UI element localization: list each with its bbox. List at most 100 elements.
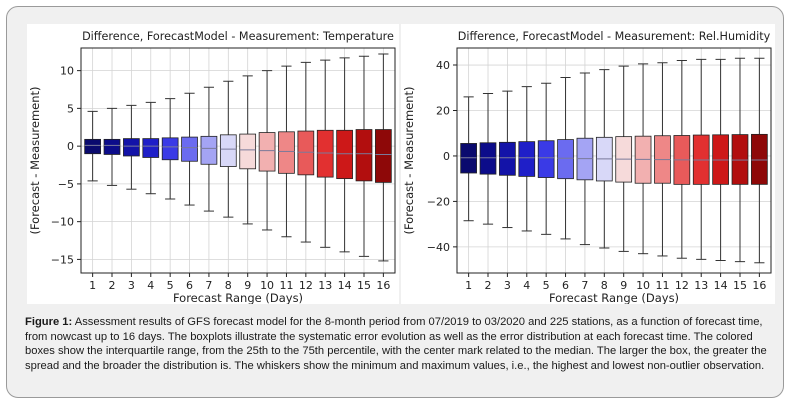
y-tick-label: 10 [60, 65, 74, 78]
x-tick-label: 4 [523, 279, 530, 292]
x-tick-label: 11 [279, 279, 293, 292]
y-tick-label: 40 [436, 59, 450, 72]
iqr-box [181, 136, 198, 162]
x-axis-label: Forecast Range (Days) [549, 291, 679, 304]
box-1 [84, 110, 101, 182]
iqr-box [537, 140, 555, 178]
box-10 [258, 70, 276, 231]
figure-label: Figure 1: [25, 316, 73, 328]
y-tick-label: −20 [427, 195, 450, 208]
x-tick-label: 1 [465, 279, 472, 292]
x-tick-label: 13 [694, 279, 708, 292]
y-tick-label: 20 [436, 105, 450, 118]
x-tick-label: 11 [655, 279, 669, 292]
box-14 [336, 57, 353, 253]
box-7 [200, 86, 218, 212]
x-tick-label: 5 [167, 279, 174, 292]
plot-frame [80, 47, 396, 274]
x-tick-label: 7 [205, 279, 212, 292]
iqr-box [518, 141, 536, 177]
iqr-box [161, 137, 179, 161]
box-8 [219, 80, 237, 218]
box-11 [278, 65, 295, 238]
x-tick-label: 4 [147, 279, 154, 292]
iqr-box [316, 129, 334, 178]
x-tick-label: 12 [299, 279, 313, 292]
iqr-box [375, 129, 392, 183]
box-4 [518, 86, 536, 232]
x-tick-label: 5 [543, 279, 550, 292]
iqr-box [123, 138, 140, 157]
iqr-box [297, 130, 315, 176]
chart-title: Difference, ForecastModel - Measurement:… [458, 30, 771, 43]
box-7 [576, 72, 594, 246]
iqr-box [557, 139, 574, 180]
x-tick-label: 2 [485, 279, 492, 292]
iqr-box [355, 129, 373, 182]
x-tick-label: 14 [714, 279, 728, 292]
box-3 [123, 104, 140, 190]
humidity-boxplot: Difference, ForecastModel - Measurement:… [402, 30, 772, 304]
x-tick-label: 14 [338, 279, 352, 292]
box-15 [355, 55, 373, 257]
iqr-box [278, 131, 295, 174]
y-tick-label: −5 [58, 178, 74, 191]
y-axis-label: (Forecast - Measurement) [28, 86, 42, 234]
figure-caption-text: Assessment results of GFS forecast model… [25, 316, 767, 372]
x-tick-label: 10 [636, 279, 650, 292]
y-tick-label: 0 [443, 150, 450, 163]
x-tick-label: 6 [562, 279, 569, 292]
box-10 [634, 63, 652, 255]
box-16 [375, 53, 392, 262]
x-tick-label: 3 [504, 279, 511, 292]
y-tick-label: 5 [67, 102, 74, 115]
box-12 [673, 60, 691, 259]
x-tick-label: 6 [186, 279, 193, 292]
iqr-box [731, 134, 749, 185]
y-tick-label: −10 [51, 216, 74, 229]
x-tick-label: 8 [601, 279, 608, 292]
y-tick-label: −40 [427, 241, 450, 254]
iqr-box [219, 134, 237, 167]
box-9 [615, 65, 633, 252]
x-tick-label: 15 [733, 279, 747, 292]
box-6 [181, 92, 198, 206]
box-15 [731, 57, 749, 263]
x-tick-label: 13 [318, 279, 332, 292]
temperature-boxplot: Difference, ForecastModel - Measurement:… [28, 30, 396, 304]
y-tick-label: −15 [51, 253, 74, 266]
humidity-chart-panel: Difference, ForecastModel - Measurement:… [401, 24, 775, 304]
box-5 [537, 82, 555, 235]
box-2 [103, 107, 121, 186]
x-tick-label: 16 [376, 279, 390, 292]
box-13 [692, 58, 710, 260]
x-tick-label: 9 [244, 279, 251, 292]
box-4 [142, 101, 160, 195]
box-12 [297, 61, 315, 243]
iqr-box [258, 132, 276, 172]
x-tick-label: 12 [675, 279, 689, 292]
x-tick-label: 2 [109, 279, 116, 292]
box-13 [316, 59, 334, 248]
x-tick-label: 10 [260, 279, 274, 292]
x-tick-label: 9 [620, 279, 627, 292]
y-tick-label: 0 [67, 140, 74, 153]
iqr-box [239, 133, 257, 170]
box-2 [479, 92, 497, 225]
box-3 [499, 90, 516, 229]
iqr-box [479, 142, 497, 175]
x-tick-label: 15 [357, 279, 371, 292]
box-5 [161, 98, 179, 200]
x-tick-label: 7 [581, 279, 588, 292]
iqr-box [336, 129, 353, 180]
x-axis-label: Forecast Range (Days) [173, 291, 303, 304]
iqr-box [84, 138, 101, 155]
box-8 [595, 69, 613, 249]
box-11 [654, 62, 671, 257]
iqr-box [751, 133, 768, 185]
x-tick-label: 3 [128, 279, 135, 292]
y-axis-label: (Forecast - Measurement) [402, 86, 416, 234]
x-tick-label: 8 [225, 279, 232, 292]
box-14 [712, 58, 729, 261]
iqr-box [103, 138, 121, 155]
